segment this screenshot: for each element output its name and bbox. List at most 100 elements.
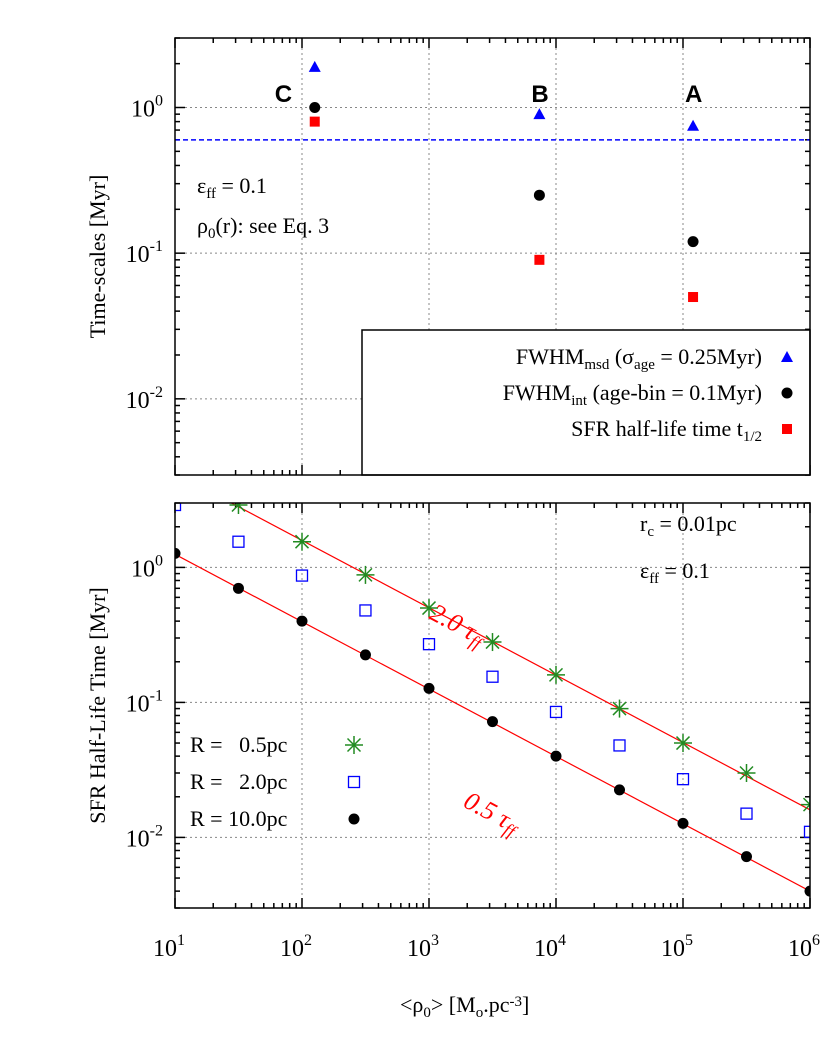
marker-circle [804, 885, 810, 897]
text-part: 0 [208, 226, 216, 242]
marker-triangle [687, 119, 700, 131]
tick-exp: 0 [155, 93, 163, 110]
annotation: εff = 0.1 [197, 173, 267, 202]
text-part: o [476, 1005, 484, 1021]
plot-area [175, 60, 810, 303]
legend-label: R = 2.0pc [190, 769, 288, 794]
tick-exp: 2 [304, 932, 312, 949]
marker-circle [423, 682, 435, 694]
annotation: rc = 0.01pc [640, 511, 737, 540]
marker-star [293, 532, 311, 551]
marker-open-square [359, 604, 372, 617]
tick-exp: 4 [558, 932, 566, 949]
text-part: c [647, 524, 654, 540]
text-part: -3 [509, 994, 522, 1010]
x-tick-label: 103 [407, 932, 439, 962]
marker-star [674, 734, 692, 753]
marker-circle [348, 813, 360, 825]
marker-circle [687, 236, 699, 248]
marker-circle [677, 817, 689, 829]
y-axis-label: SFR Half-Life Time [Myr] [85, 587, 110, 824]
marker-square [782, 424, 792, 434]
tick-base: 10 [131, 97, 155, 123]
text-part: R = 0.5pc [190, 732, 288, 757]
text-part: .pc [483, 992, 510, 1017]
text-part: (σ [609, 344, 634, 369]
text-part: age [634, 357, 655, 373]
text-part: SFR half-life time t [571, 416, 743, 441]
tick-base: 10 [126, 691, 150, 717]
text-part: ε [197, 173, 206, 198]
tick-base: 10 [661, 936, 685, 962]
annotation: εff = 0.1 [640, 558, 710, 587]
marker-circle [533, 189, 545, 201]
marker-circle [614, 784, 626, 796]
tick-exp: 3 [431, 932, 439, 949]
tick-base: 10 [534, 936, 558, 962]
tick-exp: 0 [155, 552, 163, 569]
text-part: FWHM [503, 380, 571, 405]
tick-base: 10 [280, 936, 304, 962]
tick-exp: 6 [812, 932, 820, 949]
marker-open-square [676, 773, 690, 786]
text-part: ] [522, 992, 529, 1017]
text-part: 0 [423, 1005, 431, 1021]
legend-label: R = 10.0pc [190, 806, 288, 831]
text-part: (age-bin = 0.1Myr) [587, 380, 762, 405]
y-tick-label: 10-2 [126, 384, 163, 414]
legend-label: FWHMint (age-bin = 0.1Myr) [503, 380, 762, 409]
marker-open-square [549, 705, 563, 719]
y-tick-label: 10-1 [126, 238, 163, 268]
marker-star [420, 599, 438, 618]
marker-square [309, 116, 320, 127]
marker-open-square [486, 670, 499, 683]
y-tick-label: 100 [131, 552, 163, 582]
marker-star [547, 665, 565, 684]
marker-circle [550, 750, 562, 762]
plot-frame [174, 502, 811, 909]
point-label: B [531, 81, 548, 108]
text-part: ρ [197, 213, 208, 238]
text-part: = 0.01pc [654, 511, 737, 536]
marker-star [483, 633, 502, 652]
legend-label: FWHMmsd (σage = 0.25Myr) [516, 344, 762, 373]
point-label: A [685, 81, 702, 108]
marker-square [534, 254, 545, 265]
x-tick-label: 105 [661, 932, 693, 962]
marker-circle [296, 615, 308, 627]
text-part: FWHM [516, 344, 584, 369]
tick-base: 10 [131, 556, 155, 582]
text-part: 1/2 [743, 429, 762, 445]
legend-label: R = 0.5pc [190, 732, 288, 757]
tick-base: 10 [126, 826, 150, 852]
fit-line-label: 0.5 τff [458, 786, 527, 843]
x-axis-label: <ρ0> [Mo.pc-3] [400, 992, 529, 1021]
marker-circle [359, 649, 371, 661]
marker-triangle [781, 351, 793, 362]
marker-open-square [422, 638, 436, 651]
legend-label: SFR half-life time t1/2 [571, 416, 762, 445]
text-part: (r): see Eq. 3 [215, 213, 329, 238]
marker-open-square [803, 825, 810, 838]
marker-circle [309, 102, 321, 114]
legend-box [361, 329, 811, 476]
text-part: int [571, 393, 588, 409]
x-tick-label: 104 [534, 932, 566, 962]
y-axis-label: Time-scales [Myr] [85, 175, 110, 339]
tick-exp: 5 [685, 932, 693, 949]
annotation: ρ0(r): see Eq. 3 [197, 213, 329, 242]
y-tick-label: 10-1 [126, 687, 163, 717]
tick-base: 10 [126, 388, 150, 414]
marker-open-square [613, 739, 626, 752]
x-tick-label: 101 [153, 932, 185, 962]
marker-square [688, 292, 699, 303]
marker-open-square [347, 775, 361, 789]
text-part: ff [649, 571, 659, 587]
tick-base: 10 [788, 936, 812, 962]
text-part: ε [640, 558, 649, 583]
plot-frame [174, 37, 811, 476]
y-tick-label: 100 [131, 93, 163, 123]
marker-circle [781, 387, 793, 399]
y-tick-label: 10-2 [126, 822, 163, 852]
